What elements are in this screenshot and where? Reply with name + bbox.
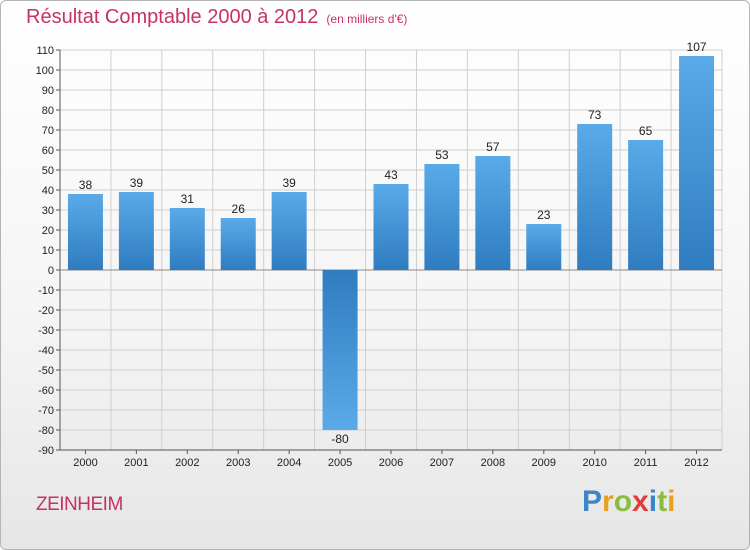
y-tick-label: -10 (38, 285, 54, 297)
bar (271, 192, 307, 270)
y-tick-label: -20 (38, 305, 54, 317)
value-label: 39 (130, 176, 144, 190)
bars (67, 56, 715, 430)
bar (628, 140, 664, 270)
value-label: 23 (537, 208, 551, 222)
value-label: 39 (282, 176, 296, 190)
x-tick-label: 2006 (379, 457, 403, 469)
value-label: 26 (232, 202, 246, 216)
y-tick-label: -80 (38, 425, 54, 437)
value-label: 43 (384, 168, 398, 182)
bar (322, 270, 358, 430)
logo-letter: P (582, 485, 603, 518)
value-label: 31 (181, 192, 195, 206)
x-tick-label: 2000 (73, 457, 97, 469)
y-tick-label: -50 (38, 365, 54, 377)
y-tick-label: 20 (42, 225, 54, 237)
x-tick-label: 2012 (684, 457, 708, 469)
y-tick-label: -90 (38, 445, 54, 457)
value-label: -80 (331, 432, 349, 446)
y-tick-label: 60 (42, 145, 54, 157)
x-tick-label: 2002 (175, 457, 199, 469)
bar (67, 194, 103, 270)
y-tick-label: -60 (38, 385, 54, 397)
y-tick-label: 70 (42, 125, 54, 137)
y-tick-label: 100 (36, 65, 54, 77)
y-tick-label: -40 (38, 345, 54, 357)
x-tick-label: 2011 (634, 457, 658, 469)
value-label: 38 (79, 178, 93, 192)
x-tick-label: 2004 (277, 457, 301, 469)
chart-subtitle: (en milliers d'€) (326, 12, 408, 26)
bar (526, 224, 562, 270)
y-tick-label: 80 (42, 105, 54, 117)
x-tick-label: 2001 (124, 457, 148, 469)
bar (424, 164, 460, 270)
value-label: 107 (687, 40, 707, 54)
y-tick-label: 30 (42, 205, 54, 217)
logo-letter: i (667, 485, 676, 518)
x-tick-label: 2009 (532, 457, 556, 469)
x-tick-label: 2008 (481, 457, 505, 469)
y-tick-label: 110 (36, 45, 54, 57)
value-label: 65 (639, 124, 653, 138)
bar (220, 218, 256, 270)
logo-letter: o (613, 485, 633, 518)
y-tick-label: 0 (48, 265, 54, 277)
y-tick-label: 40 (42, 185, 54, 197)
bar (169, 208, 205, 270)
bar (118, 192, 154, 270)
x-tick-label: 2010 (582, 457, 606, 469)
x-tick-label: 2005 (328, 457, 352, 469)
x-tick-label: 2003 (226, 457, 250, 469)
bar (679, 56, 715, 270)
logo-letter: r (602, 485, 614, 518)
bar (577, 124, 613, 270)
labels: 2000 38 2001 39 2002 31 2003 26 2004 39 2005 -80 200… (73, 40, 709, 469)
x-tick-label: 2007 (430, 457, 454, 469)
commune-name: ZEINHEIM (36, 494, 123, 515)
logo-letter: t (657, 485, 668, 518)
value-label: 53 (435, 148, 449, 162)
proxiti-logo: Proxiti (582, 485, 675, 519)
chart-title: Résultat Comptable 2000 à 2012 (en millie… (26, 6, 407, 29)
title-text: Résultat Comptable 2000 à 2012 (26, 6, 319, 28)
value-label: 73 (588, 108, 602, 122)
y-tick-label: 10 (42, 245, 54, 257)
logo-letter: x (632, 485, 649, 518)
y-tick-label: 50 (42, 165, 54, 177)
y-tick-label: 90 (42, 85, 54, 97)
y-tick-label: -70 (38, 405, 54, 417)
y-tick-label: -30 (38, 325, 54, 337)
bar (373, 184, 409, 270)
bar (475, 156, 511, 270)
value-label: 57 (486, 140, 500, 154)
logo-letter: i (648, 485, 658, 518)
